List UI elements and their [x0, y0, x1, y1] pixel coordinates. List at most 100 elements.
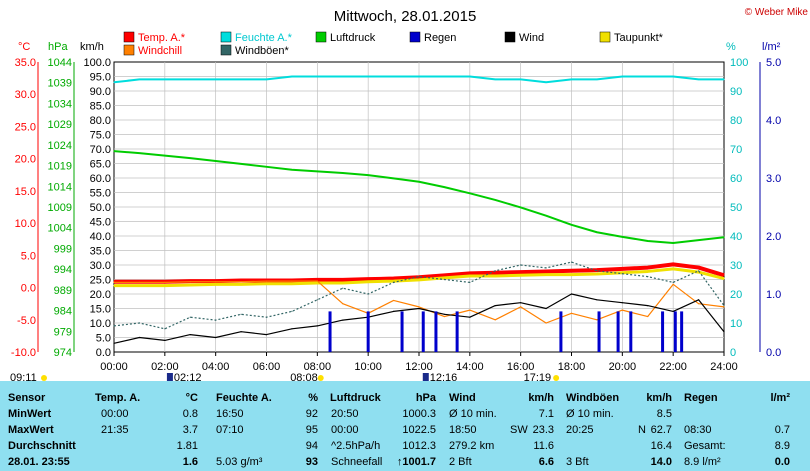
cell-wind-value: 6.6 — [538, 456, 554, 468]
tick-label-percent: 50 — [730, 202, 742, 214]
cell-gust-time: 20:25 — [566, 424, 594, 436]
tick-label-kmh: 10.0 — [90, 318, 111, 330]
series-point — [316, 280, 318, 282]
series-point — [697, 239, 700, 241]
cell-press-time: Schneefall — [331, 456, 383, 468]
series-point — [443, 75, 446, 78]
chart-marks — [113, 75, 725, 352]
series-point — [545, 215, 547, 217]
series-point — [494, 78, 496, 80]
tick-label-kmh: 45.0 — [90, 217, 111, 229]
series-point — [138, 285, 141, 287]
cell-wind-dir: SW — [510, 424, 528, 436]
tick-label-celsius: 10.0 — [15, 218, 36, 230]
th-rain: Regen — [684, 392, 718, 404]
tick-label-percent: 70 — [730, 144, 742, 156]
copyright-label: © Weber Mike — [745, 7, 809, 18]
series-point — [291, 328, 293, 330]
series-point — [418, 279, 420, 281]
tick-label-hpa: 1004 — [48, 223, 72, 235]
cell-hum-value: 94 — [305, 440, 318, 452]
cell-wind-time: 18:50 — [449, 424, 477, 436]
series-point — [545, 81, 547, 83]
series-point — [215, 160, 217, 162]
unit-lm2: l/m² — [762, 41, 781, 53]
series-point — [443, 186, 446, 188]
sun-mark-icon — [422, 373, 429, 381]
series-point — [494, 319, 496, 321]
series-point — [570, 78, 573, 80]
tick-label-lm2: 5.0 — [766, 57, 781, 69]
series-point — [647, 240, 649, 242]
th-gust-unit: km/h — [646, 392, 672, 404]
series-point — [291, 75, 293, 78]
tick-label-kmh: 80.0 — [90, 115, 111, 127]
sun-mark-label: 17:19 — [524, 372, 552, 381]
cell-temp-time: 00:00 — [101, 408, 129, 420]
series-point — [392, 281, 395, 283]
tick-label-celsius: 15.0 — [15, 186, 36, 198]
series-point — [672, 263, 674, 265]
tick-label-hpa: 999 — [54, 243, 72, 255]
cell-hum-time: 16:50 — [216, 408, 244, 420]
series-point — [392, 277, 395, 280]
series-point — [520, 302, 522, 304]
series-point — [113, 150, 115, 152]
tick-label-kmh: 20.0 — [90, 289, 111, 301]
legend-swatch — [220, 44, 232, 56]
series-point — [342, 319, 344, 321]
tick-label-celsius: -5.0 — [17, 315, 36, 327]
cell-press-time: 00:00 — [331, 424, 359, 436]
legend-swatch — [504, 31, 516, 43]
series-point — [316, 299, 318, 301]
cell-gust-dir: N — [638, 424, 646, 436]
row-label: 28.01. 23:55 — [8, 456, 70, 468]
series-point — [469, 275, 471, 277]
tick-label-kmh: 90.0 — [90, 86, 111, 98]
tick-label-kmh: 100.0 — [83, 57, 111, 69]
tick-label-hpa: 974 — [54, 347, 72, 359]
cell-temp-value: 1.6 — [182, 456, 198, 468]
tick-label-lm2: 4.0 — [766, 115, 781, 127]
series-point — [291, 283, 293, 285]
series-point — [494, 275, 496, 277]
series-point — [418, 306, 420, 308]
series-point — [596, 319, 598, 321]
series-point — [647, 276, 649, 278]
tick-label-kmh: 5.0 — [96, 333, 111, 345]
cell-gust-value: 16.4 — [650, 440, 672, 452]
cell-hum-value: 93 — [305, 456, 318, 468]
rain-bar — [597, 311, 601, 352]
weather-chart: Mittwoch, 28.01.2015 © Weber Mike Temp. … — [10, 7, 809, 381]
series-point — [469, 272, 471, 274]
tick-label-time: 02:00 — [151, 361, 179, 373]
series-point — [545, 267, 547, 269]
sun-icon — [317, 375, 324, 381]
th-sensor: Sensor — [8, 392, 46, 404]
tick-label-kmh: 15.0 — [90, 304, 111, 316]
tick-label-lm2: 2.0 — [766, 231, 781, 243]
tick-label-time: 12:00 — [405, 361, 433, 373]
cell-hum-time: 07:10 — [216, 424, 244, 436]
series-point — [723, 274, 725, 276]
series-point — [215, 283, 217, 285]
series-point — [138, 322, 141, 324]
series-point — [138, 281, 141, 283]
tick-label-percent: 40 — [730, 231, 742, 243]
tick-label-percent: 100 — [730, 57, 748, 69]
series-point — [291, 310, 293, 312]
series-point — [723, 331, 725, 333]
tick-label-hpa: 1019 — [48, 161, 72, 173]
th-rain-unit: l/m² — [770, 392, 790, 404]
rain-bar — [434, 311, 438, 352]
series-point — [672, 268, 674, 270]
series-point — [342, 287, 344, 289]
cell-press-value: ↑1001.7 — [396, 456, 436, 468]
cell-rain-time: 08:30 — [684, 424, 712, 436]
cell-temp-value: 1.81 — [176, 440, 198, 452]
series-point — [469, 309, 471, 311]
x-axis: 00:00 02:00 04:00 06:00 08:00 10:00 12:00 14:00… — [100, 352, 738, 373]
tick-label-percent: 80 — [730, 115, 742, 127]
series-point — [596, 78, 598, 80]
series-point — [570, 261, 573, 263]
